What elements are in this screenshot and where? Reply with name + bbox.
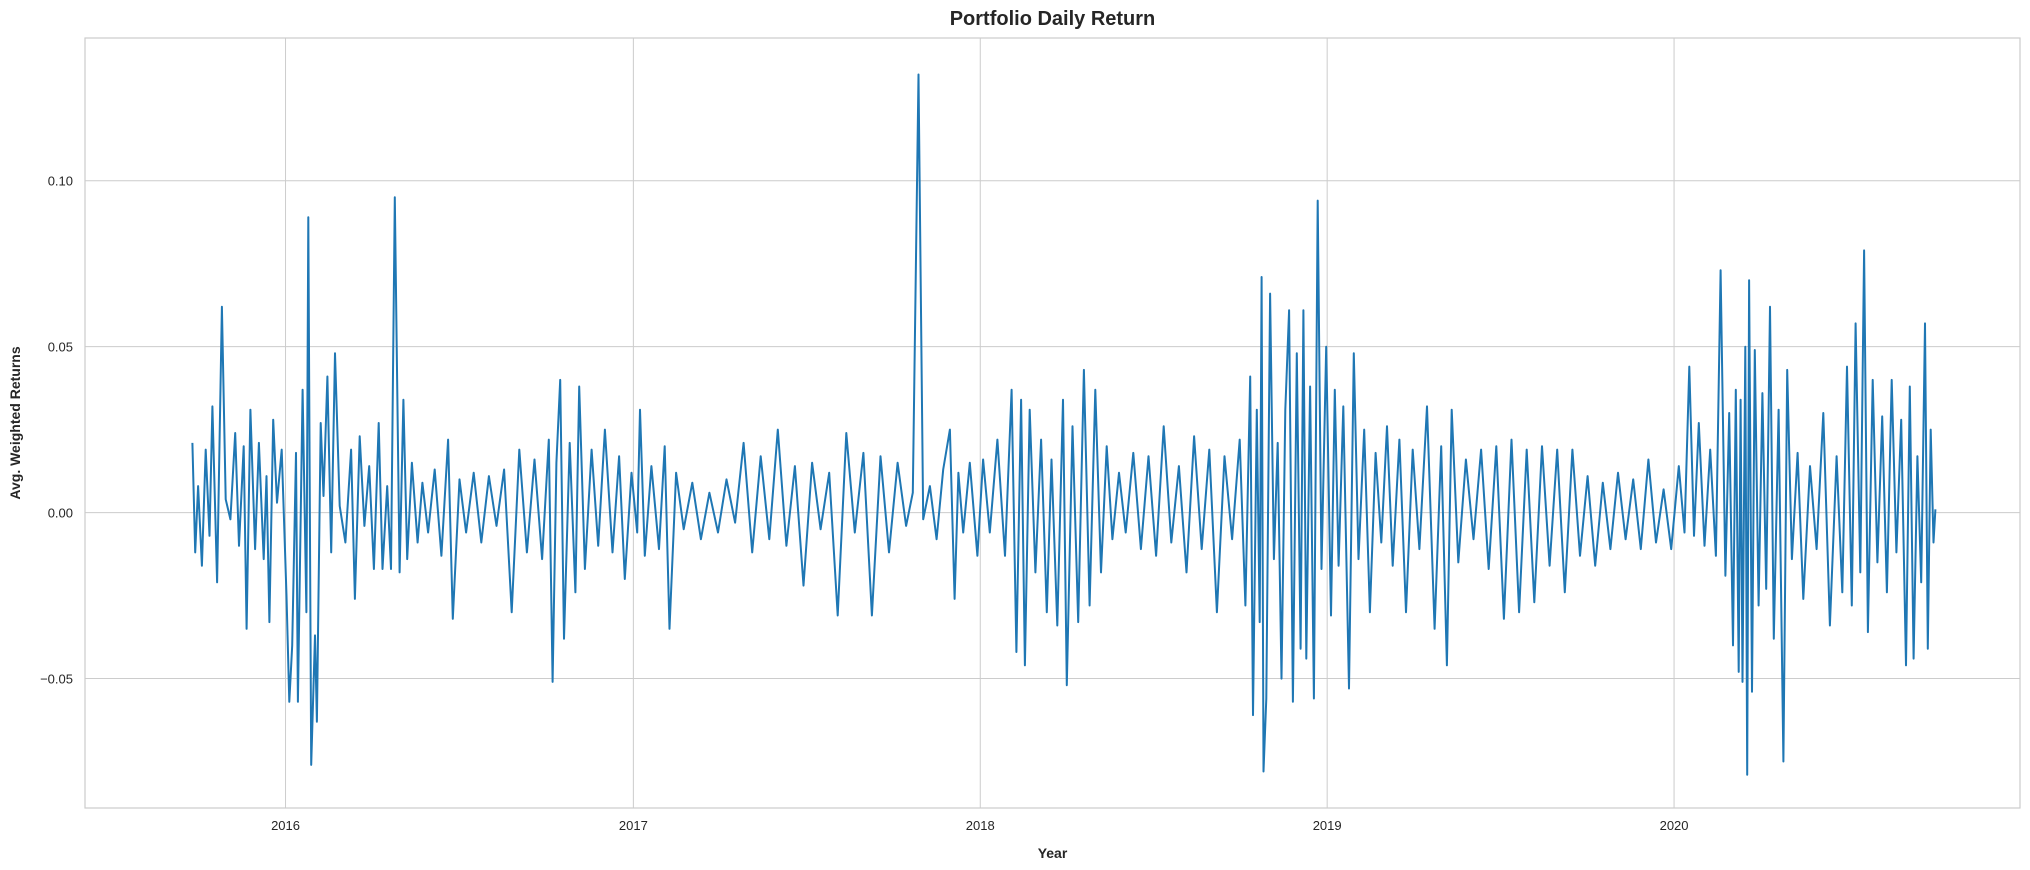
- y-tick-label: −0.05: [40, 672, 73, 687]
- chart-title: Portfolio Daily Return: [950, 8, 1156, 30]
- plot-frame: [84, 37, 2021, 809]
- x-tick-label: 2018: [966, 818, 995, 833]
- grid: [85, 38, 2020, 808]
- x-axis-label: Year: [1038, 845, 1068, 861]
- y-tick-label: 0.10: [48, 174, 73, 189]
- x-tick-label: 2016: [271, 818, 300, 833]
- y-tick-label: 0.00: [48, 506, 73, 521]
- x-tick-label: 2019: [1313, 818, 1342, 833]
- tick-labels: 2016 2017 2018 2019 2020 0.10 0.05 0.00 −0.05: [40, 174, 1688, 833]
- series-line: [191, 73, 1937, 776]
- x-tick-label: 2020: [1660, 818, 1689, 833]
- y-axis-label: Avg. Weighted Returns: [7, 346, 23, 499]
- x-tick-label: 2017: [619, 818, 648, 833]
- y-tick-label: 0.05: [48, 340, 73, 355]
